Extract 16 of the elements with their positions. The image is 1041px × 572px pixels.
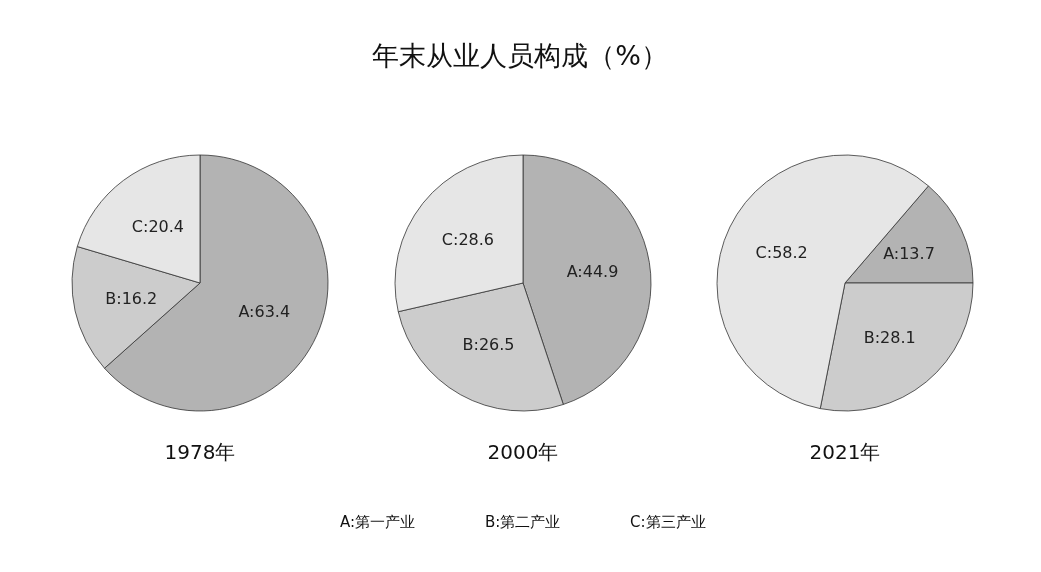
text: C:第三产业 — [630, 513, 706, 531]
text: 2021年 — [809, 440, 881, 464]
text: 1978年 — [164, 440, 236, 464]
text: A:第一产业 — [340, 513, 416, 531]
data-label: B:26.5 — [462, 334, 515, 354]
data-label: A:63.4 — [238, 302, 291, 322]
data-label: C:20.4 — [131, 217, 184, 237]
text: B:第二产业 — [485, 513, 561, 531]
data-label: B:28.1 — [863, 327, 916, 347]
data-label: A:44.9 — [566, 262, 619, 282]
data-label: C:28.6 — [441, 229, 495, 249]
data-label: C:58.2 — [755, 242, 808, 262]
text: 2000年 — [487, 440, 559, 464]
data-label: B:16.2 — [105, 288, 158, 308]
text: 年末从业人员构成（%） — [372, 39, 668, 71]
data-label: A:13.7 — [883, 244, 935, 264]
